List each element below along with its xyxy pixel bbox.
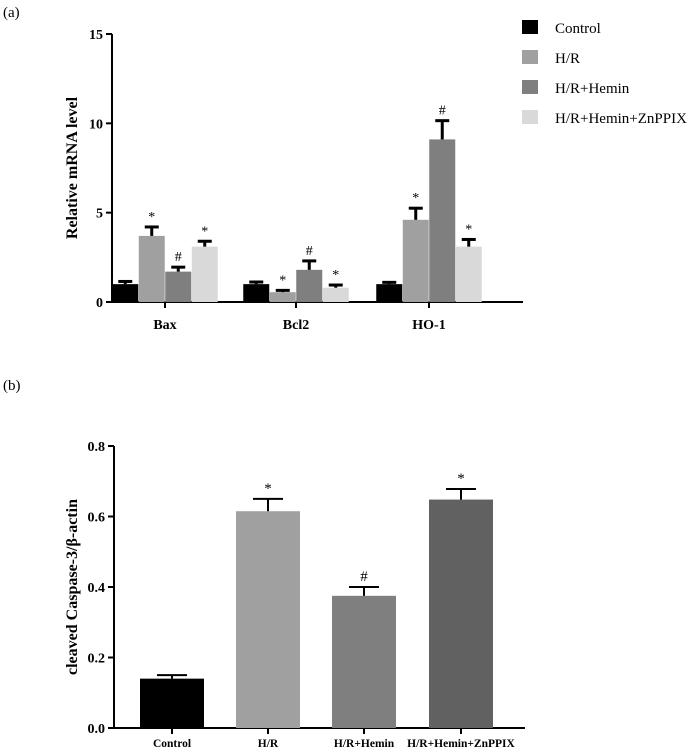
x-tick-label: H/R (258, 738, 279, 750)
legend-swatch (522, 20, 538, 34)
y-tick-label: 5 (96, 207, 103, 222)
significance-mark: * (332, 268, 339, 283)
significance-mark: * (264, 481, 272, 497)
bar (243, 284, 270, 302)
significance-mark: # (360, 569, 368, 585)
bar (140, 678, 204, 728)
y-tick-label: 10 (89, 117, 103, 132)
bar (455, 246, 482, 302)
bar (322, 287, 349, 302)
significance-mark: * (457, 471, 465, 487)
significance-mark: # (175, 250, 182, 265)
x-tick-label: HO-1 (412, 318, 445, 333)
legend-swatch (522, 50, 538, 64)
y-tick-label: 0.2 (88, 652, 106, 667)
y-tick-label: 0.6 (88, 511, 106, 526)
bar (376, 284, 403, 302)
bar (429, 139, 456, 302)
bar (138, 235, 165, 302)
x-tick-label: H/R+Hemin (334, 738, 395, 750)
y-tick-label: 0.4 (88, 581, 106, 596)
panel-b-label: (b) (3, 378, 21, 394)
bar (236, 511, 300, 728)
y-tick-label: 0.8 (88, 440, 106, 455)
panel-a-label: (a) (3, 5, 20, 21)
bar (191, 246, 218, 302)
bar (402, 219, 429, 302)
y-tick-label: 15 (89, 28, 103, 43)
legend-swatch (522, 80, 538, 94)
bar (296, 269, 323, 302)
x-tick-label: Bcl2 (283, 318, 309, 333)
panel-b-chart: 0.0 0.2 0.4 0.6 0.8 cleaved Caspase-3/β-actin… (64, 440, 525, 750)
significance-mark: * (148, 210, 155, 225)
significance-mark: * (412, 191, 419, 206)
y-tick-label: 0 (96, 296, 103, 311)
bar (269, 292, 296, 302)
significance-mark: # (306, 244, 313, 259)
bar (429, 499, 493, 728)
significance-mark: * (279, 273, 286, 288)
legend-label: H/R+Hemin (555, 81, 630, 97)
y-axis-label: Relative mRNA level (64, 96, 81, 239)
panel-a-chart: 0 5 10 15 Relative mRNA level Bax * # * Bcl2 * # * HO… (64, 28, 523, 333)
significance-mark: * (465, 222, 472, 237)
bar (112, 284, 139, 302)
x-tick-label: H/R+Hemin+ZnPPIX (407, 738, 515, 750)
bar (332, 595, 396, 728)
significance-mark: # (439, 104, 446, 119)
y-tick-label: 0.0 (88, 722, 106, 737)
legend-swatch (522, 110, 538, 124)
bar (165, 271, 192, 302)
legend-label: H/R (555, 51, 580, 67)
panel-a-legend: Control H/R H/R+Hemin H/R+Hemin+ZnPPIX (522, 20, 687, 127)
x-tick-label: Control (153, 738, 191, 750)
legend-label: H/R+Hemin+ZnPPIX (555, 111, 687, 127)
significance-mark: * (201, 224, 208, 239)
x-tick-label: Bax (153, 318, 176, 333)
y-axis-label: cleaved Caspase-3/β-actin (64, 499, 81, 675)
legend-label: Control (555, 21, 601, 37)
